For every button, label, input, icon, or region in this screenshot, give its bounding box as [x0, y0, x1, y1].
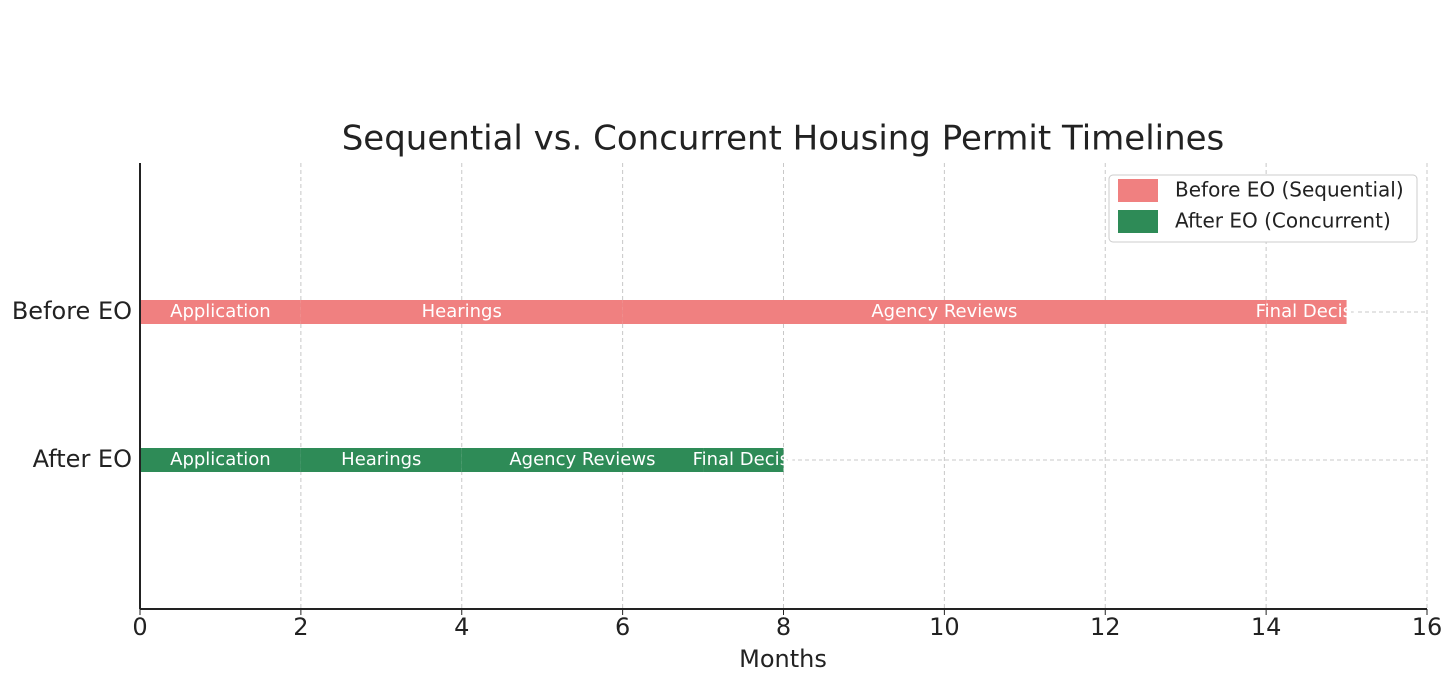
legend-label: Before EO (Sequential): [1175, 178, 1404, 202]
bar-segment: [1266, 300, 1347, 324]
bar-segment: [140, 448, 301, 472]
legend-box: [1108, 174, 1418, 243]
x-tick-label: 6: [615, 613, 630, 641]
x-tick-label: 4: [454, 613, 469, 641]
bar-segment: [140, 300, 301, 324]
chart-title: Sequential vs. Concurrent Housing Permit…: [342, 119, 1225, 159]
y-tick-label: After EO: [33, 445, 132, 473]
bar-segment: [300, 300, 623, 324]
bar-segment: [461, 448, 704, 472]
x-tick-label: 12: [1090, 613, 1121, 641]
x-tick-label: 16: [1412, 613, 1443, 641]
x-tick-label: 8: [776, 613, 791, 641]
segment-label: Agency Reviews: [871, 301, 1017, 322]
x-axis-label: Months: [739, 645, 827, 673]
segment-label: Application: [170, 301, 271, 322]
x-tick-label: 2: [293, 613, 308, 641]
x-tick-label: 0: [132, 613, 147, 641]
segment-label: Final Decisi: [693, 449, 794, 470]
segment-label: Hearings: [341, 449, 421, 470]
segment-label: Application: [170, 449, 271, 470]
segment-label: Agency Reviews: [509, 449, 655, 470]
segment-label: Final Decisi: [1256, 301, 1357, 322]
y-tick-label: Before EO: [12, 297, 132, 325]
x-tick-label: 14: [1251, 613, 1282, 641]
bar-segment: [300, 448, 462, 472]
bar-segment: [622, 300, 1267, 324]
segment-label: Hearings: [422, 301, 502, 322]
legend-swatch: [1118, 210, 1158, 233]
x-tick-label: 10: [929, 613, 960, 641]
bar-segment: [703, 448, 784, 472]
legend-label: After EO (Concurrent): [1175, 209, 1391, 233]
legend-swatch: [1118, 179, 1158, 202]
